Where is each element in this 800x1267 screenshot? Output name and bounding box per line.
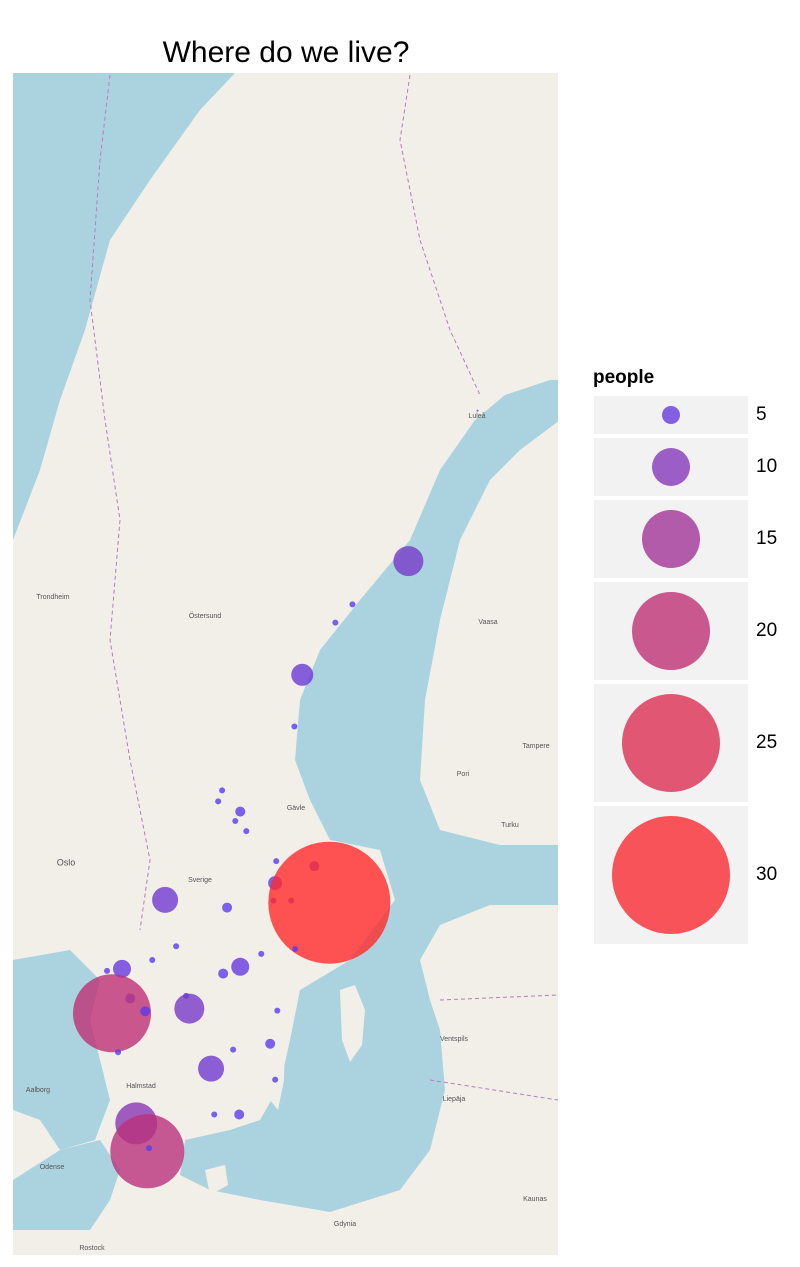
bubble bbox=[273, 858, 280, 865]
bubble bbox=[230, 1046, 237, 1053]
legend-bubble bbox=[612, 816, 730, 934]
map-label: Rostock bbox=[79, 1245, 105, 1252]
bubble bbox=[219, 787, 226, 794]
map-label: Pori bbox=[457, 771, 470, 778]
map-label: Gävle bbox=[287, 805, 305, 812]
legend-label: 20 bbox=[756, 620, 777, 641]
bubble bbox=[110, 1114, 185, 1189]
bubble bbox=[258, 950, 265, 957]
legend-label: 10 bbox=[756, 456, 777, 477]
map-label: Oslo bbox=[57, 857, 76, 867]
map-label: Vaasa bbox=[478, 619, 497, 626]
map-label: Kaunas bbox=[523, 1196, 547, 1203]
bubble bbox=[232, 817, 239, 824]
bubble bbox=[73, 974, 152, 1053]
map: Oslo Trondheim Östersund Luleå Vaasa Pori Tamp… bbox=[13, 73, 558, 1255]
legend-label: 25 bbox=[756, 732, 777, 753]
bubble bbox=[218, 968, 229, 979]
bubble bbox=[215, 798, 222, 805]
sea bbox=[13, 73, 235, 540]
bubbles bbox=[73, 409, 479, 1189]
bubble bbox=[113, 959, 131, 978]
map-label: Östersund bbox=[189, 612, 221, 620]
border bbox=[399, 74, 481, 396]
bubble bbox=[393, 546, 424, 577]
map-label: Ventspils bbox=[440, 1036, 469, 1043]
bubble bbox=[265, 1038, 276, 1049]
map-label: Halmstad bbox=[126, 1083, 156, 1090]
island bbox=[340, 985, 365, 1062]
bubble bbox=[291, 723, 298, 730]
bubble bbox=[174, 993, 205, 1024]
legend-bubble bbox=[642, 510, 700, 568]
bubble bbox=[291, 663, 314, 686]
land bbox=[13, 73, 558, 1255]
map-label: Liepāja bbox=[443, 1096, 466, 1103]
sea bbox=[180, 380, 558, 1212]
map-label: Trondheim bbox=[36, 594, 69, 601]
legend-label: 5 bbox=[756, 404, 767, 425]
island bbox=[205, 1165, 228, 1195]
border bbox=[429, 994, 558, 1101]
bubble bbox=[115, 1049, 122, 1056]
bubble bbox=[476, 409, 479, 412]
bubble bbox=[231, 957, 250, 976]
bubble bbox=[268, 841, 391, 964]
bubble bbox=[173, 943, 180, 950]
bubble bbox=[272, 1076, 279, 1083]
bubble bbox=[104, 967, 111, 974]
legend-bubble bbox=[632, 592, 710, 670]
legend-bubble bbox=[652, 448, 690, 486]
map-label: Aalborg bbox=[26, 1087, 50, 1094]
bubble bbox=[198, 1055, 225, 1082]
chart-title: Where do we live? bbox=[163, 36, 410, 69]
bubble bbox=[235, 806, 246, 817]
bubble bbox=[349, 601, 356, 608]
map-label: Luleå bbox=[468, 412, 485, 420]
bubble bbox=[152, 886, 179, 913]
island bbox=[270, 1030, 285, 1110]
map-label: Gdynia bbox=[334, 1221, 356, 1228]
bubble bbox=[332, 619, 339, 626]
legend-title: people bbox=[593, 367, 654, 388]
bubble bbox=[222, 902, 233, 913]
legend-label: 30 bbox=[756, 864, 777, 885]
legend-bubble bbox=[662, 406, 680, 424]
map-label: Turku bbox=[501, 822, 519, 829]
bubble bbox=[292, 946, 299, 953]
map-label: Odense bbox=[40, 1164, 65, 1171]
bubble bbox=[234, 1109, 245, 1120]
sea bbox=[13, 1140, 120, 1230]
bubble bbox=[140, 1006, 151, 1017]
bubble bbox=[243, 828, 250, 835]
map-label: Tampere bbox=[522, 743, 549, 750]
legend-bubble bbox=[622, 694, 720, 792]
legend-label: 15 bbox=[756, 528, 777, 549]
bubble bbox=[146, 1145, 153, 1152]
bubble bbox=[274, 1007, 281, 1014]
bubble bbox=[149, 956, 156, 963]
border bbox=[89, 74, 151, 931]
map-label: Sverige bbox=[188, 877, 212, 884]
bubble bbox=[211, 1111, 218, 1118]
